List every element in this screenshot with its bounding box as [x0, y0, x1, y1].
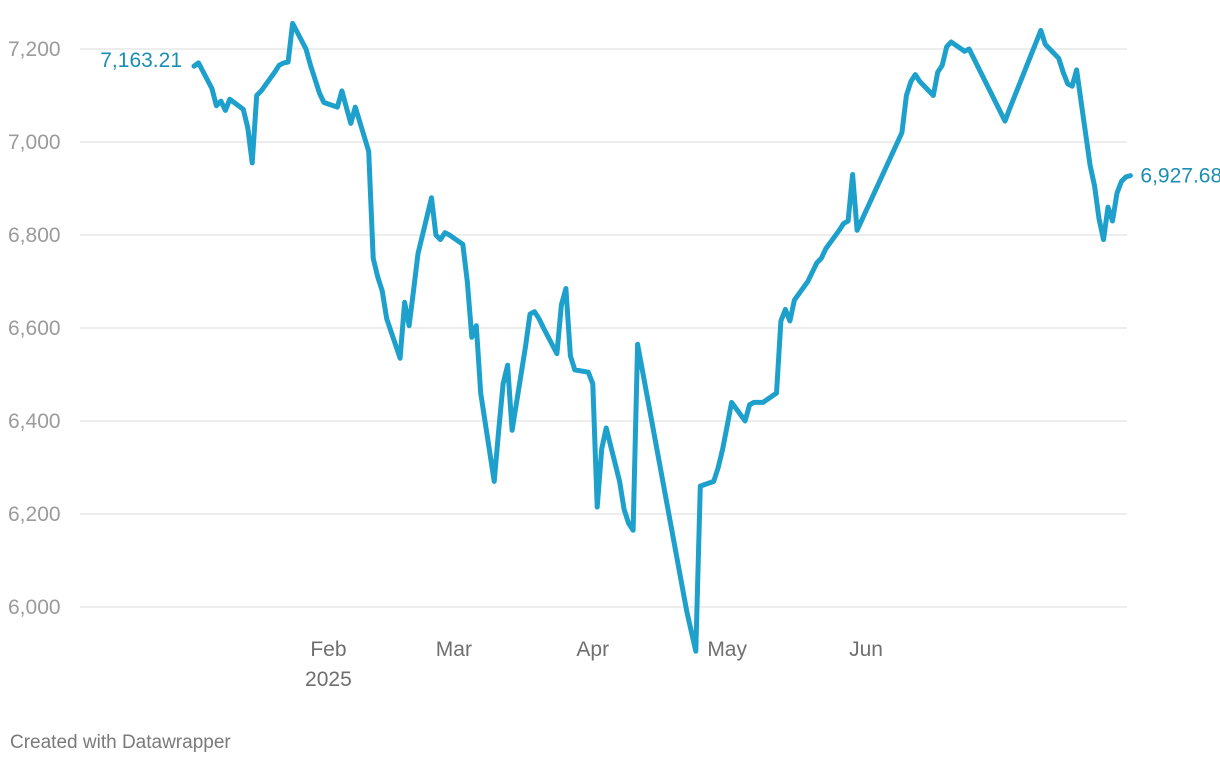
x-tick-sublabel: 2025	[305, 668, 352, 691]
x-tick-label: Apr	[576, 638, 609, 661]
y-tick-label: 6,400	[8, 410, 61, 433]
x-axis-tick-labels: Feb 2025 Mar Apr May Jun	[305, 638, 883, 691]
y-tick-label: 6,200	[8, 503, 61, 526]
y-tick-label: 6,800	[8, 224, 61, 247]
series-line	[191, 20, 1133, 654]
series-group	[191, 20, 1133, 654]
y-tick-label: 6,600	[8, 317, 61, 340]
y-tick-label: 7,200	[8, 38, 61, 61]
x-tick-label: Feb	[310, 638, 346, 661]
end-labels: 7,163.21 6,927.68	[100, 49, 1220, 187]
y-axis-tick-labels: 6,000 6,200 6,400 6,600 6,800 7,000 7,200	[8, 38, 61, 619]
gridlines	[80, 48, 1127, 608]
end-value-label: 6,927.68	[1140, 165, 1220, 188]
y-tick-label: 6,000	[8, 596, 61, 619]
y-tick-label: 7,000	[8, 131, 61, 154]
credit-text: Created with Datawrapper	[10, 732, 231, 753]
x-tick-label: Jun	[849, 638, 883, 661]
start-value-label: 7,163.21	[100, 49, 182, 72]
x-tick-label: May	[707, 638, 747, 661]
x-tick-label: Mar	[436, 638, 472, 661]
